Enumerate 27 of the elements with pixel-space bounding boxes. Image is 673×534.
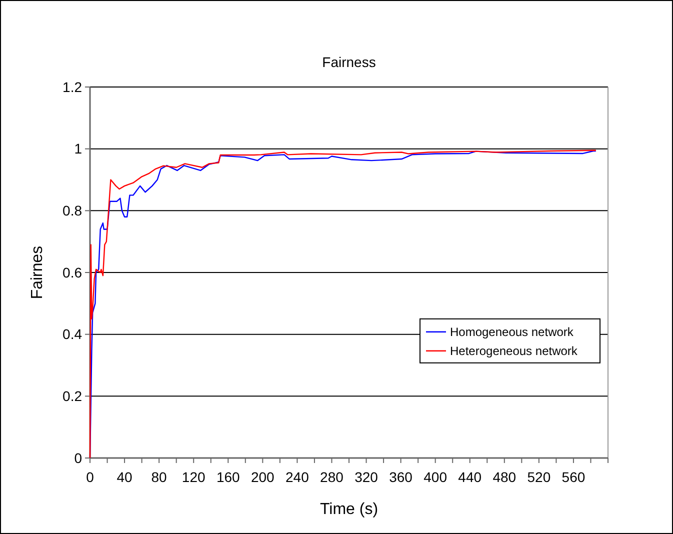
- y-axis-title: Fairnes: [29, 246, 46, 300]
- legend-label: Heterogeneous network: [450, 344, 578, 358]
- y-tick-label: 0: [74, 450, 82, 466]
- x-tick-label: 320: [354, 469, 378, 485]
- x-axis-title: Time (s): [320, 501, 378, 518]
- x-tick-label: 120: [182, 469, 206, 485]
- x-tick-label: 40: [116, 469, 133, 485]
- x-tick-label: 520: [527, 469, 551, 485]
- x-tick-label: 160: [216, 469, 240, 485]
- x-tick-label: 0: [86, 469, 94, 485]
- x-tick-label: 480: [492, 469, 516, 485]
- chart-title: Fairness: [322, 54, 376, 70]
- x-tick-label: 200: [250, 469, 275, 485]
- x-tick-label: 240: [286, 469, 310, 485]
- x-tick-label: 80: [151, 469, 168, 485]
- y-tick-label: 1: [74, 140, 82, 157]
- x-tick-label: 440: [458, 469, 482, 485]
- x-tick-label: 360: [389, 469, 413, 485]
- y-tick-label: 0.8: [62, 202, 82, 219]
- x-tick-label: 280: [320, 469, 344, 485]
- y-tick-label: 0.4: [62, 326, 82, 342]
- y-tick-label: 1.2: [62, 78, 82, 95]
- y-tick-label: 0.6: [62, 264, 82, 280]
- x-tick-label: 560: [562, 469, 586, 485]
- y-tick-label: 0.2: [62, 388, 82, 404]
- x-tick-label: 400: [424, 469, 448, 485]
- legend-label: Homogeneous network: [450, 325, 574, 340]
